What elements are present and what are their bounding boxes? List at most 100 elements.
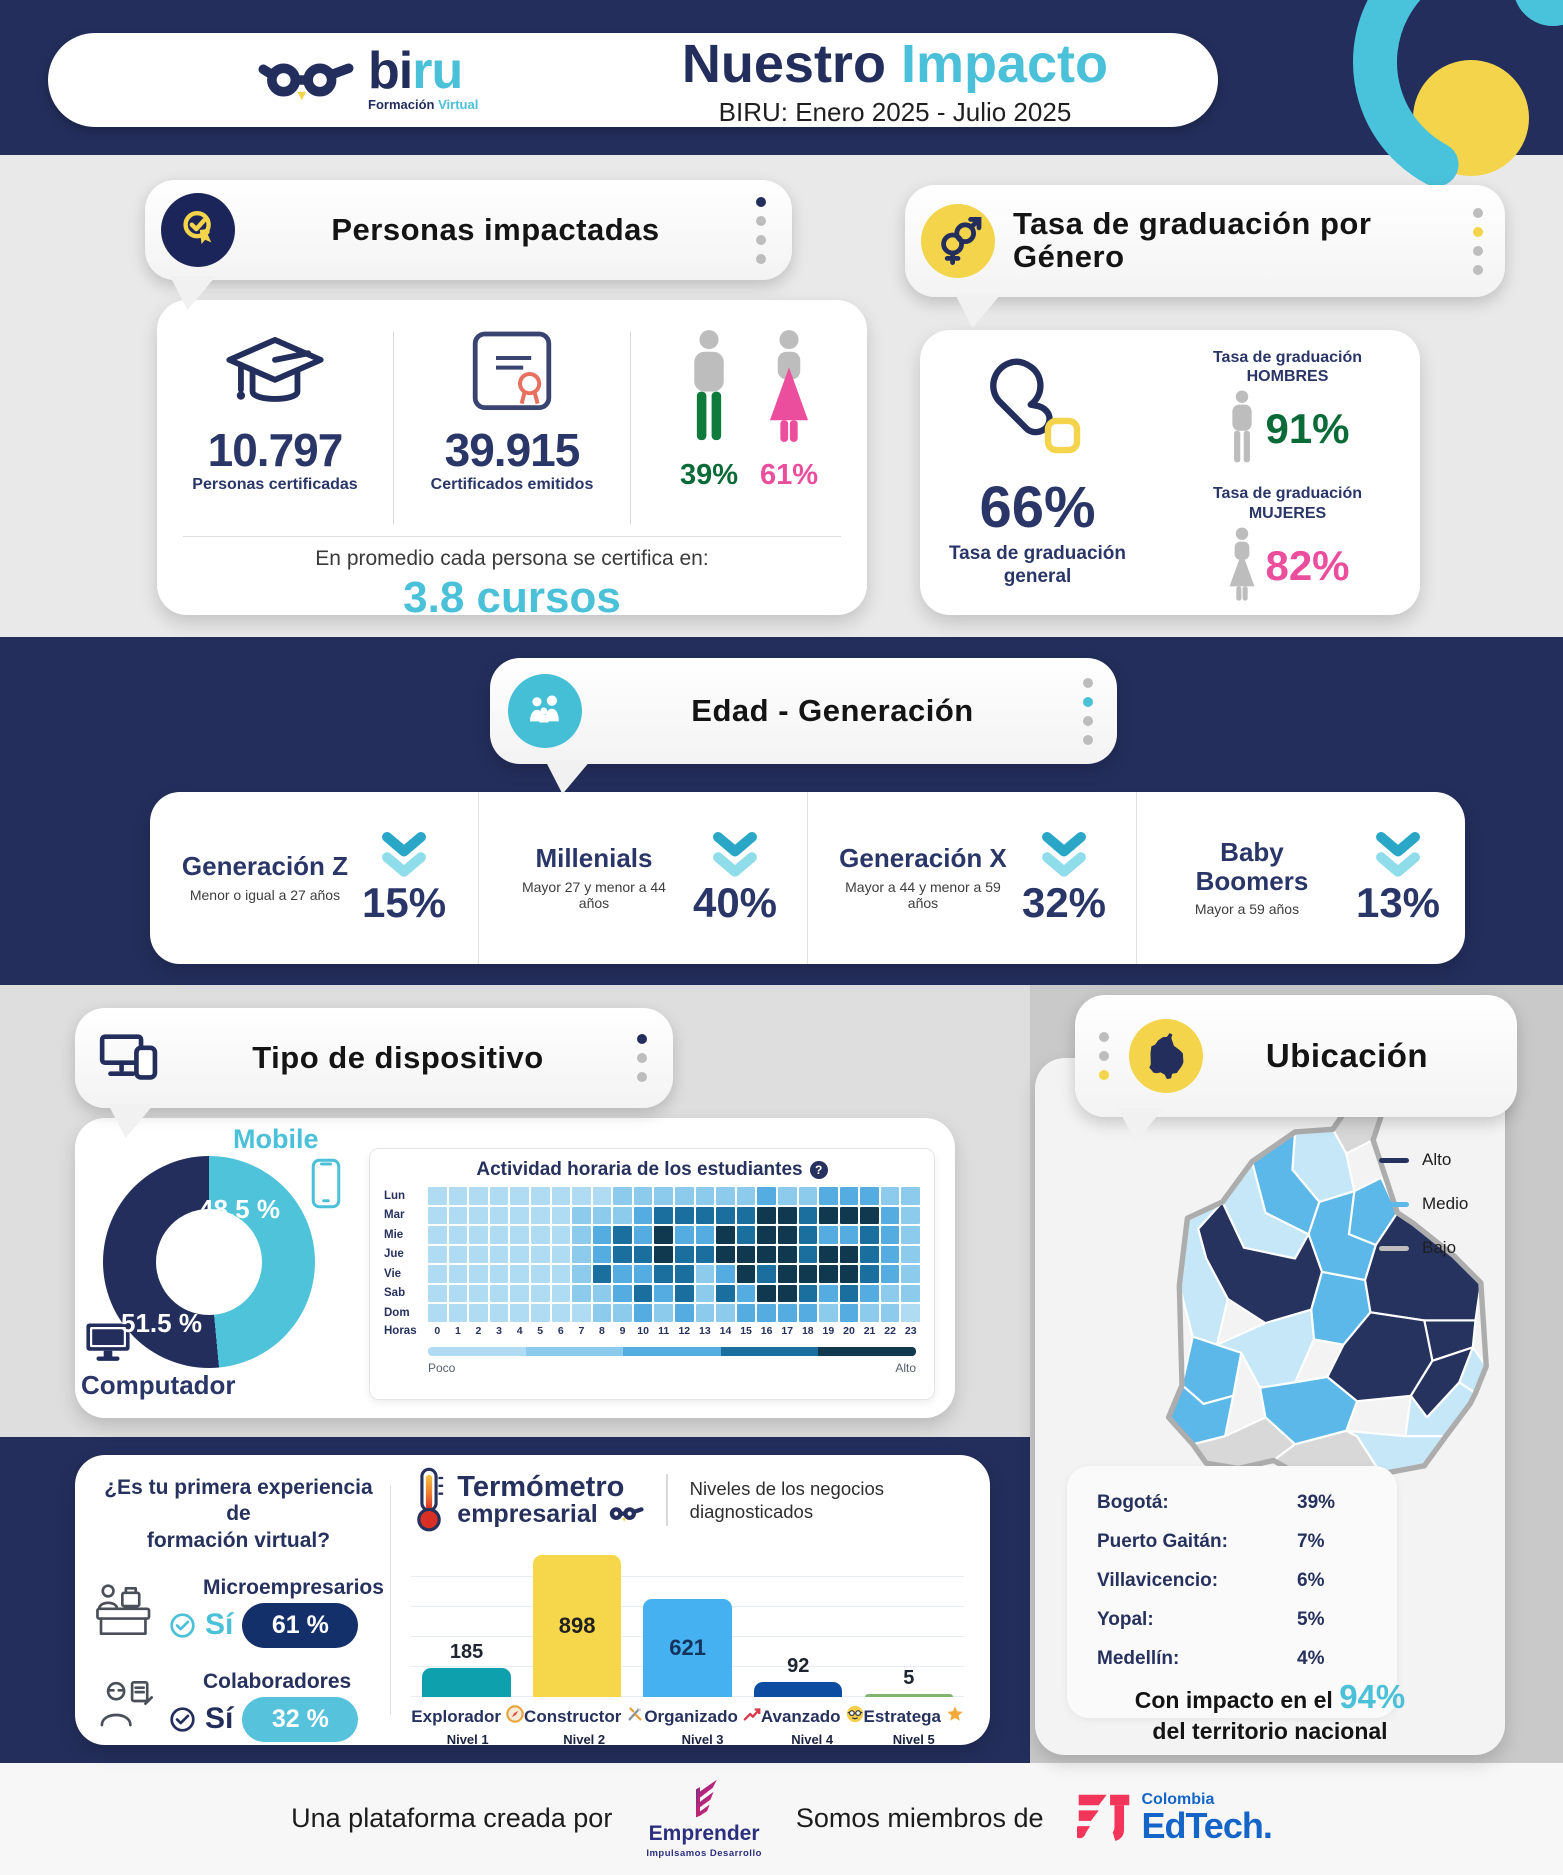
bar-level-label: Nivel 4	[791, 1732, 834, 1747]
impact-statement: Con impacto en el 94% del territorio nac…	[1134, 1678, 1406, 1745]
bar-estratega	[864, 1694, 953, 1697]
colaboradores-row: Colaboradores Sí 32 %	[93, 1670, 384, 1742]
computador-label: Computador	[81, 1370, 236, 1400]
divider	[183, 536, 841, 537]
heatmap-scale-max: Alto	[895, 1360, 916, 1375]
certificates-label: Certificados emitidos	[430, 476, 594, 493]
thermometer-bars: 185 898 621 92 5	[411, 1547, 964, 1697]
general-graduation-value: 66%	[979, 475, 1096, 540]
heatmap-hours: Horas 0 1 2 3 4 5 6 7 8 9 10 11 12 13 14 15 16 17 18 19 20 21 2…	[384, 1324, 917, 1337]
male-percentage: 39%	[679, 459, 738, 491]
dispositivo-header-bubble: Tipo de dispositivo	[75, 1008, 673, 1108]
edtech-et-icon	[1077, 1794, 1130, 1841]
mobile-label: Mobile	[233, 1124, 319, 1154]
ubicacion-card: Alto Medio Bajo Bogotá: 39% Puerto Gaitán…	[1035, 1058, 1505, 1755]
dispositivo-dots	[637, 1034, 647, 1082]
dispositivo-card: Mobile 48.5 % 51.5 % Computador Activida…	[75, 1118, 955, 1418]
device-donut: 48.5 % 51.5 %	[103, 1156, 315, 1368]
general-graduation-label: Tasa de graduación general	[948, 543, 1127, 587]
legend-medio: Medio	[1379, 1194, 1468, 1214]
general-graduation-stat: 66% Tasa de graduación general	[920, 330, 1155, 615]
shopkeeper-icon	[96, 1584, 151, 1636]
colombia-map-icon	[1129, 1019, 1203, 1093]
city-row: Yopal: 5%	[1097, 1609, 1325, 1630]
personas-dots	[756, 196, 766, 264]
heatmap-title: Actividad horaria de los estudiantes	[476, 1159, 803, 1180]
divider	[630, 332, 631, 524]
gender-split-stat: 39% 61%	[631, 322, 867, 534]
city-stats-panel: Bogotá: 39% Puerto Gaitán: 7% Villavicenci…	[1067, 1466, 1397, 1718]
certificates-stat: 39.915 Certificados emitidos	[394, 322, 630, 534]
generation-x-block: Generación X Mayor a 44 y menor a 59 años…	[807, 792, 1136, 964]
double-chevron-down-icon	[382, 832, 427, 878]
page-subtitle: BIRU: Enero 2025 - Julio 2025	[718, 96, 1072, 127]
gender-icon	[921, 204, 995, 278]
help-icon: ?	[809, 1161, 828, 1179]
female-figure-icon	[769, 330, 809, 442]
certified-value: 10.797	[207, 424, 344, 476]
biru-glasses-small-icon	[609, 1507, 644, 1522]
certified-people-stat: 10.797 Personas certificadas	[157, 322, 393, 534]
female-percentage: 61%	[760, 459, 819, 491]
activity-heatmap-panel: Actividad horaria de los estudiantes ? L…	[369, 1148, 935, 1400]
male-graduation-stat: Tasa de graduación HOMBRES 91%	[1155, 348, 1420, 470]
graduation-cap-icon	[226, 337, 324, 402]
double-chevron-down-icon	[1376, 832, 1420, 878]
certificate-icon	[472, 331, 552, 410]
bar-avanzado	[753, 1682, 843, 1697]
edad-title: Edad - Generación	[691, 692, 974, 728]
edad-header-bubble: Edad - Generación	[490, 658, 1117, 764]
devices-icon	[99, 1034, 158, 1080]
map-legend: Alto Medio Bajo	[1379, 1150, 1468, 1258]
legend-alto: Alto	[1379, 1150, 1468, 1170]
generation-z-block: Generación Z Menor o igual a 27 años 15%	[150, 792, 478, 964]
check-circle-icon	[170, 1613, 195, 1638]
star-icon	[946, 1705, 964, 1728]
check-circle-icon	[170, 1707, 195, 1732]
colombia-choropleth-map	[1165, 1091, 1489, 1526]
ubicacion-title: Ubicación	[1265, 1036, 1429, 1074]
bar-organizado: 621	[643, 1599, 732, 1697]
nerd-face-icon	[846, 1705, 864, 1728]
members-text: Somos miembros de	[795, 1802, 1044, 1833]
experience-question: ¿Es tu primera experiencia de formación v…	[104, 1476, 373, 1552]
millenials-block: Millenials Mayor 27 y menor a 44 años 40%	[478, 792, 807, 964]
personas-card: 10.797 Personas certificadas 39.915 Cert…	[157, 300, 867, 622]
personas-header-bubble: Personas impactadas	[145, 180, 792, 280]
heatmap-grid: Lun Mar Mie Jue Vie Sab Dom	[384, 1187, 920, 1322]
termometro-brand: Termómetro	[457, 1471, 625, 1503]
microempresarios-value: 61 %	[242, 1602, 359, 1648]
computador-value: 51.5 %	[121, 1308, 202, 1338]
female-graduation-stat: Tasa de graduación MUJERES 82%	[1155, 484, 1420, 606]
microempresarios-row: Microempresarios Sí 61 %	[93, 1576, 384, 1648]
tools-icon	[626, 1705, 644, 1728]
chart-up-icon	[743, 1705, 761, 1728]
edad-dots	[1083, 677, 1093, 745]
average-value: 3.8 cursos	[403, 573, 621, 622]
computer-icon	[85, 1322, 131, 1369]
mobile-value: 48.5 %	[199, 1194, 280, 1224]
graduacion-dots	[1473, 207, 1483, 275]
logo-wordmark: biru	[368, 42, 463, 101]
heatmap-scale-min: Poco	[428, 1360, 456, 1375]
logo-tagline: Formación Virtual	[368, 96, 479, 112]
colaboradores-value: 32 %	[242, 1696, 359, 1742]
compass-icon	[506, 1705, 524, 1728]
personas-title: Personas impactadas	[331, 211, 660, 247]
city-row: Puerto Gaitán: 7%	[1097, 1531, 1325, 1552]
termometro-subtitle: Niveles de los negocios diagnosticados	[689, 1477, 885, 1522]
double-chevron-down-icon	[713, 832, 757, 878]
bar-constructor: 898	[532, 1555, 622, 1697]
city-row: Medellín: 4%	[1097, 1648, 1325, 1669]
female-graduation-value: 82%	[1265, 541, 1350, 589]
certificates-value: 39.915	[444, 424, 581, 476]
header: biru Formación Virtual Nuestro Impacto B…	[48, 33, 1218, 127]
graduacion-header-bubble: Tasa de graduación por Género	[905, 185, 1505, 297]
experiencia-termometro-card: ¿Es tu primera experiencia de formación v…	[75, 1455, 990, 1747]
emprender-e-icon	[696, 1779, 717, 1818]
graduacion-card: 66% Tasa de graduación general Tasa de g…	[920, 330, 1420, 615]
biru-glasses-icon	[258, 63, 354, 101]
bajo-swatch	[1379, 1245, 1409, 1251]
thermometer-icon	[417, 1467, 444, 1532]
